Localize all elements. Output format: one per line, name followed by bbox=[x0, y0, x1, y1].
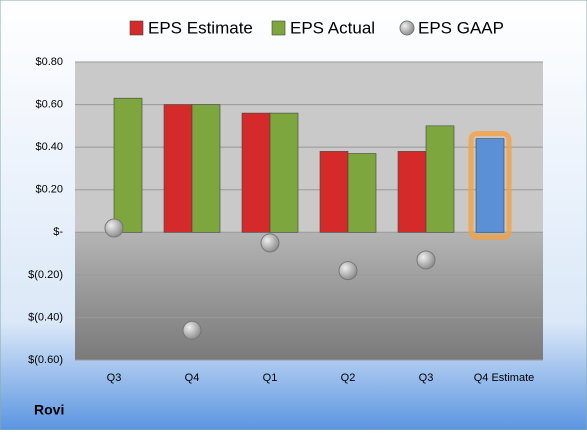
x-tick-label: Q1 bbox=[263, 372, 278, 384]
bar bbox=[319, 151, 349, 233]
y-tick-label: $0.80 bbox=[35, 56, 63, 68]
bar bbox=[113, 97, 143, 233]
gaap-point bbox=[260, 233, 280, 253]
legend-swatch bbox=[271, 20, 286, 36]
bar bbox=[475, 138, 505, 233]
bar bbox=[269, 112, 299, 233]
bar bbox=[191, 104, 221, 233]
y-tick-label: $0.60 bbox=[35, 98, 63, 110]
legend-label: EPS GAAP bbox=[418, 18, 504, 37]
plot-negative bbox=[75, 232, 543, 360]
gaap-point bbox=[416, 250, 436, 270]
bar bbox=[347, 153, 377, 233]
x-tick-label: Q4 bbox=[185, 372, 200, 384]
x-tick-label: Q4 Estimate bbox=[474, 372, 535, 384]
legend-swatch bbox=[399, 20, 415, 36]
y-tick-label: $(0.40) bbox=[28, 311, 63, 323]
bar bbox=[163, 104, 193, 233]
footer: Rovi bbox=[34, 402, 64, 418]
gaap-point bbox=[338, 261, 358, 281]
y-tick-label: $0.20 bbox=[35, 184, 63, 196]
bar bbox=[241, 112, 271, 233]
legend-label: EPS Estimate bbox=[148, 18, 253, 37]
x-tick-label: Q2 bbox=[341, 372, 356, 384]
bar bbox=[397, 151, 427, 233]
legend-label: EPS Actual bbox=[290, 18, 375, 37]
gaap-point bbox=[182, 320, 202, 340]
highlight bbox=[468, 131, 512, 240]
y-tick-label: $- bbox=[53, 226, 63, 238]
gaap-point bbox=[104, 218, 124, 238]
x-tick-label: Q3 bbox=[419, 372, 434, 384]
y-tick-label: $(0.60) bbox=[28, 354, 63, 366]
legend-swatch bbox=[129, 20, 144, 36]
y-tick-label: $0.40 bbox=[35, 141, 63, 153]
y-tick-label: $(0.20) bbox=[28, 269, 63, 281]
bar bbox=[425, 125, 455, 233]
x-tick-label: Q3 bbox=[107, 372, 122, 384]
